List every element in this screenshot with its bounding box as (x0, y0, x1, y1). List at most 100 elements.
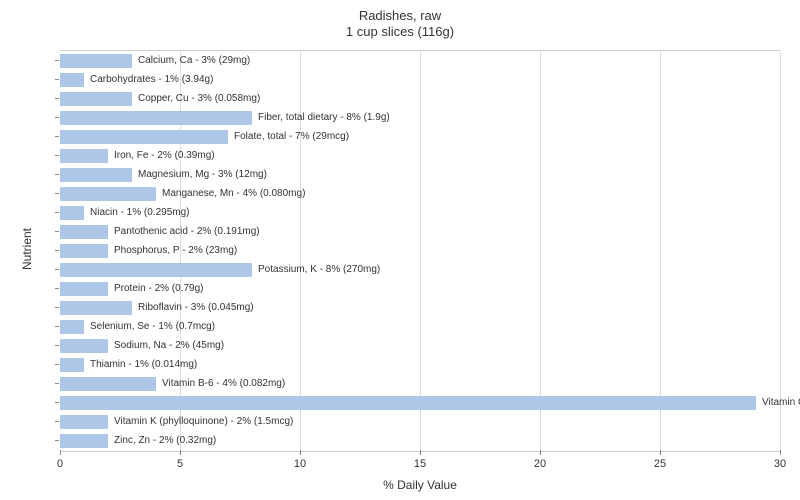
bar-row: Sodium, Na - 2% (45mg) (60, 339, 780, 353)
x-tick (180, 450, 181, 455)
bar-label: Pantothenic acid - 2% (0.191mg) (114, 226, 260, 237)
bar-row: Calcium, Ca - 3% (29mg) (60, 54, 780, 68)
bar (60, 396, 756, 410)
bar (60, 377, 156, 391)
y-tick (55, 269, 59, 270)
bar (60, 92, 132, 106)
bar-label: Potassium, K - 8% (270mg) (258, 264, 380, 275)
bar-label: Calcium, Ca - 3% (29mg) (138, 55, 250, 66)
x-tick-label: 10 (294, 458, 306, 470)
bar-label: Selenium, Se - 1% (0.7mcg) (90, 321, 215, 332)
bar (60, 434, 108, 448)
bar-row: Magnesium, Mg - 3% (12mg) (60, 168, 780, 182)
x-tick-label: 0 (57, 458, 63, 470)
x-tick-label: 15 (414, 458, 426, 470)
bar-label: Sodium, Na - 2% (45mg) (114, 340, 224, 351)
y-tick (55, 402, 59, 403)
y-tick (55, 307, 59, 308)
bar (60, 73, 84, 87)
bar-row: Copper, Cu - 3% (0.058mg) (60, 92, 780, 106)
bar-row: Carbohydrates - 1% (3.94g) (60, 73, 780, 87)
y-tick (55, 231, 59, 232)
bar-label: Vitamin K (phylloquinone) - 2% (1.5mcg) (114, 416, 293, 427)
y-tick (55, 98, 59, 99)
bar-label: Magnesium, Mg - 3% (12mg) (138, 169, 267, 180)
bar-label: Thiamin - 1% (0.014mg) (90, 359, 197, 370)
bar-label: Folate, total - 7% (29mcg) (234, 131, 349, 142)
bar (60, 130, 228, 144)
y-tick (55, 193, 59, 194)
x-tick (540, 450, 541, 455)
y-tick (55, 250, 59, 251)
y-tick (55, 288, 59, 289)
bar-row: Zinc, Zn - 2% (0.32mg) (60, 434, 780, 448)
x-tick-label: 25 (654, 458, 666, 470)
bar-row: Folate, total - 7% (29mcg) (60, 130, 780, 144)
bar-row: Thiamin - 1% (0.014mg) (60, 358, 780, 372)
x-tick (420, 450, 421, 455)
chart-title-line1: Radishes, raw (0, 8, 800, 23)
x-tick (780, 450, 781, 455)
bar (60, 111, 252, 125)
gridline (780, 51, 781, 451)
bar-label: Copper, Cu - 3% (0.058mg) (138, 93, 260, 104)
y-tick (55, 421, 59, 422)
bar (60, 282, 108, 296)
bar-label: Carbohydrates - 1% (3.94g) (90, 74, 213, 85)
y-tick (55, 117, 59, 118)
bar (60, 358, 84, 372)
x-tick (660, 450, 661, 455)
x-tick (60, 450, 61, 455)
x-tick-label: 5 (177, 458, 183, 470)
bar (60, 320, 84, 334)
bar-row: Potassium, K - 8% (270mg) (60, 263, 780, 277)
nutrient-chart: Radishes, raw 1 cup slices (116g) Calciu… (0, 0, 800, 500)
bar-label: Zinc, Zn - 2% (0.32mg) (114, 435, 216, 446)
y-tick (55, 155, 59, 156)
bar (60, 415, 108, 429)
bar-label: Vitamin C, total ascorbic acid - 29% (17… (762, 397, 800, 408)
bar (60, 263, 252, 277)
y-tick (55, 174, 59, 175)
bar-label: Phosphorus, P - 2% (23mg) (114, 245, 237, 256)
x-tick-label: 30 (774, 458, 786, 470)
bar-row: Vitamin C, total ascorbic acid - 29% (17… (60, 396, 780, 410)
y-tick (55, 364, 59, 365)
bar (60, 168, 132, 182)
bar (60, 301, 132, 315)
bar (60, 244, 108, 258)
bar-label: Riboflavin - 3% (0.045mg) (138, 302, 254, 313)
y-tick (55, 345, 59, 346)
x-tick (300, 450, 301, 455)
bar-row: Iron, Fe - 2% (0.39mg) (60, 149, 780, 163)
bar-row: Niacin - 1% (0.295mg) (60, 206, 780, 220)
bar-row: Riboflavin - 3% (0.045mg) (60, 301, 780, 315)
y-tick (55, 60, 59, 61)
bar-label: Vitamin B-6 - 4% (0.082mg) (162, 378, 285, 389)
bar (60, 339, 108, 353)
bar-row: Vitamin K (phylloquinone) - 2% (1.5mcg) (60, 415, 780, 429)
bar-row: Selenium, Se - 1% (0.7mcg) (60, 320, 780, 334)
bar-row: Vitamin B-6 - 4% (0.082mg) (60, 377, 780, 391)
bar-label: Fiber, total dietary - 8% (1.9g) (258, 112, 390, 123)
bar-label: Iron, Fe - 2% (0.39mg) (114, 150, 215, 161)
x-tick-label: 20 (534, 458, 546, 470)
y-tick (55, 383, 59, 384)
bar-row: Phosphorus, P - 2% (23mg) (60, 244, 780, 258)
bar (60, 149, 108, 163)
x-axis-label: % Daily Value (383, 478, 457, 492)
bar (60, 225, 108, 239)
bar-label: Manganese, Mn - 4% (0.080mg) (162, 188, 305, 199)
chart-title-line2: 1 cup slices (116g) (0, 24, 800, 39)
y-tick (55, 440, 59, 441)
bar-row: Fiber, total dietary - 8% (1.9g) (60, 111, 780, 125)
bar-label: Protein - 2% (0.79g) (114, 283, 204, 294)
y-tick (55, 326, 59, 327)
y-tick (55, 212, 59, 213)
bar (60, 187, 156, 201)
bar-row: Manganese, Mn - 4% (0.080mg) (60, 187, 780, 201)
y-tick (55, 136, 59, 137)
y-tick (55, 79, 59, 80)
bar-row: Protein - 2% (0.79g) (60, 282, 780, 296)
bar (60, 206, 84, 220)
